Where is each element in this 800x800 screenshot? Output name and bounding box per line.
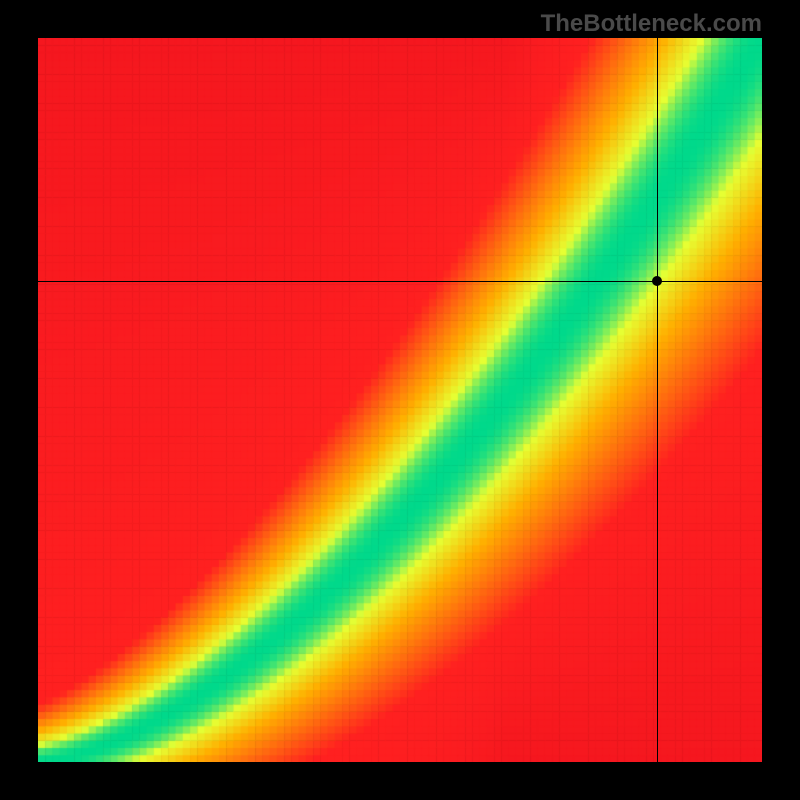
heatmap-canvas: [38, 38, 762, 762]
chart-container: TheBottleneck.com: [0, 0, 800, 800]
watermark-text: TheBottleneck.com: [541, 10, 762, 38]
crosshair-vertical: [657, 38, 658, 762]
crosshair-point: [652, 276, 662, 286]
heatmap-plot: [38, 38, 762, 762]
